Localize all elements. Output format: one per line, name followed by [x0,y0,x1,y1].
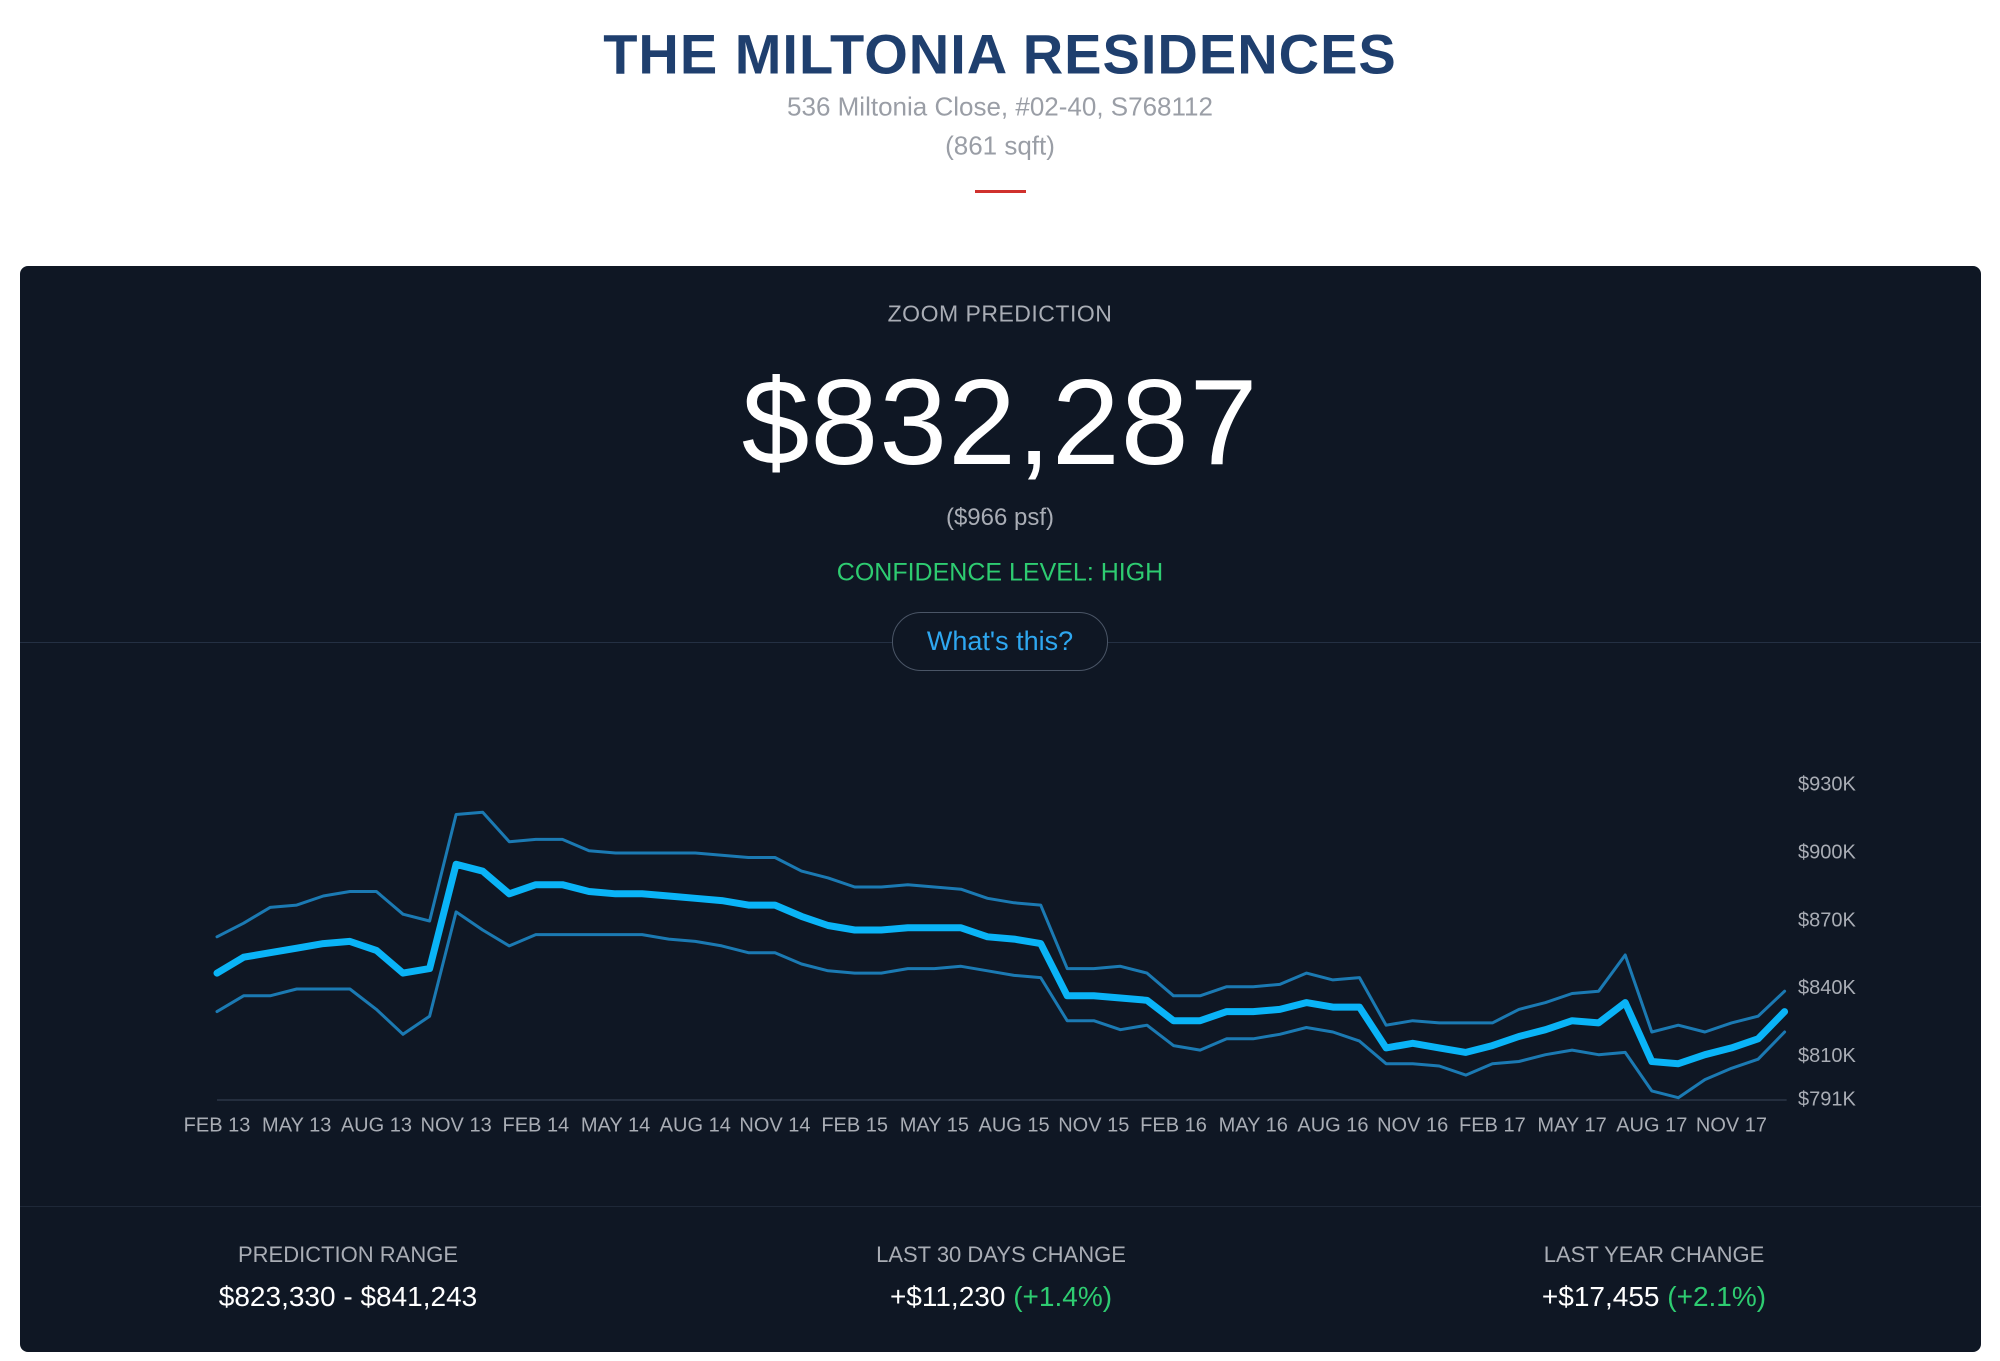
size: (861 sqft) [945,130,1055,161]
x-tick-label: NOV 16 [1377,1114,1448,1136]
stat-change: (+1.4%) [1013,1281,1113,1312]
x-tick-label: FEB 16 [1140,1114,1207,1136]
x-tick-label: AUG 14 [660,1114,731,1136]
y-tick-label: $930K [1798,773,1856,795]
x-tick-label: AUG 16 [1297,1114,1368,1136]
x-tick-label: AUG 17 [1616,1114,1687,1136]
y-tick-label: $791K [1798,1088,1856,1110]
stat-value-row: $823,330 - $841,243 [219,1281,477,1313]
x-tick-label: AUG 15 [979,1114,1050,1136]
prediction-line [213,860,1789,1068]
x-tick-label: MAY 13 [262,1114,331,1136]
range-line [215,810,1787,1034]
x-tick-label: NOV 13 [421,1114,492,1136]
stat-value: +$17,455 [1541,1281,1660,1312]
divider [20,1206,1981,1207]
y-tick-label: $870K [1798,909,1856,931]
stat-value: $823,330 - $841,243 [218,1281,478,1312]
stat-value-row: +$17,455 (+2.1%) [1542,1281,1766,1313]
price: $832,287 [741,354,1259,490]
stat-label: LAST YEAR CHANGE [1543,1242,1765,1267]
y-tick-label: $810K [1798,1045,1856,1067]
stat-label: PREDICTION RANGE [237,1242,459,1267]
stat-value: +$11,230 [889,1281,1006,1312]
range-line [215,910,1787,1100]
panel [20,266,1981,1352]
x-tick-label: MAY 14 [581,1114,650,1136]
x-tick-label: NOV 17 [1696,1114,1767,1136]
x-tick-label: NOV 14 [739,1114,810,1136]
stat-label: LAST 30 DAYS CHANGE [876,1242,1126,1267]
psf: ($966 psf) [945,504,1055,531]
whats-this-button[interactable]: What's this? [892,612,1108,671]
x-tick-label: MAY 16 [1219,1114,1288,1136]
x-tick-label: FEB 17 [1459,1114,1526,1136]
y-tick-label: $840K [1798,977,1856,999]
x-tick-label: FEB 13 [184,1114,251,1136]
confidence: CONFIDENCE LEVEL: HIGH [836,558,1164,587]
accent-line [975,190,1026,193]
x-tick-label: MAY 17 [1537,1114,1606,1136]
address: 536 Miltonia Close, #02-40, S768112 [787,91,1213,122]
x-tick-label: NOV 15 [1058,1114,1129,1136]
title: THE MILTONIA RESIDENCES [603,22,1397,86]
stat-value-row: +$11,230 (+1.4%) [890,1281,1112,1313]
stat-change: (+2.1%) [1667,1281,1767,1312]
y-tick-label: $900K [1798,841,1856,863]
x-tick-label: AUG 13 [341,1114,412,1136]
prediction-label: ZOOM PREDICTION [887,300,1113,327]
x-tick-label: FEB 15 [821,1114,888,1136]
x-tick-label: MAY 15 [900,1114,969,1136]
x-tick-label: FEB 14 [502,1114,569,1136]
